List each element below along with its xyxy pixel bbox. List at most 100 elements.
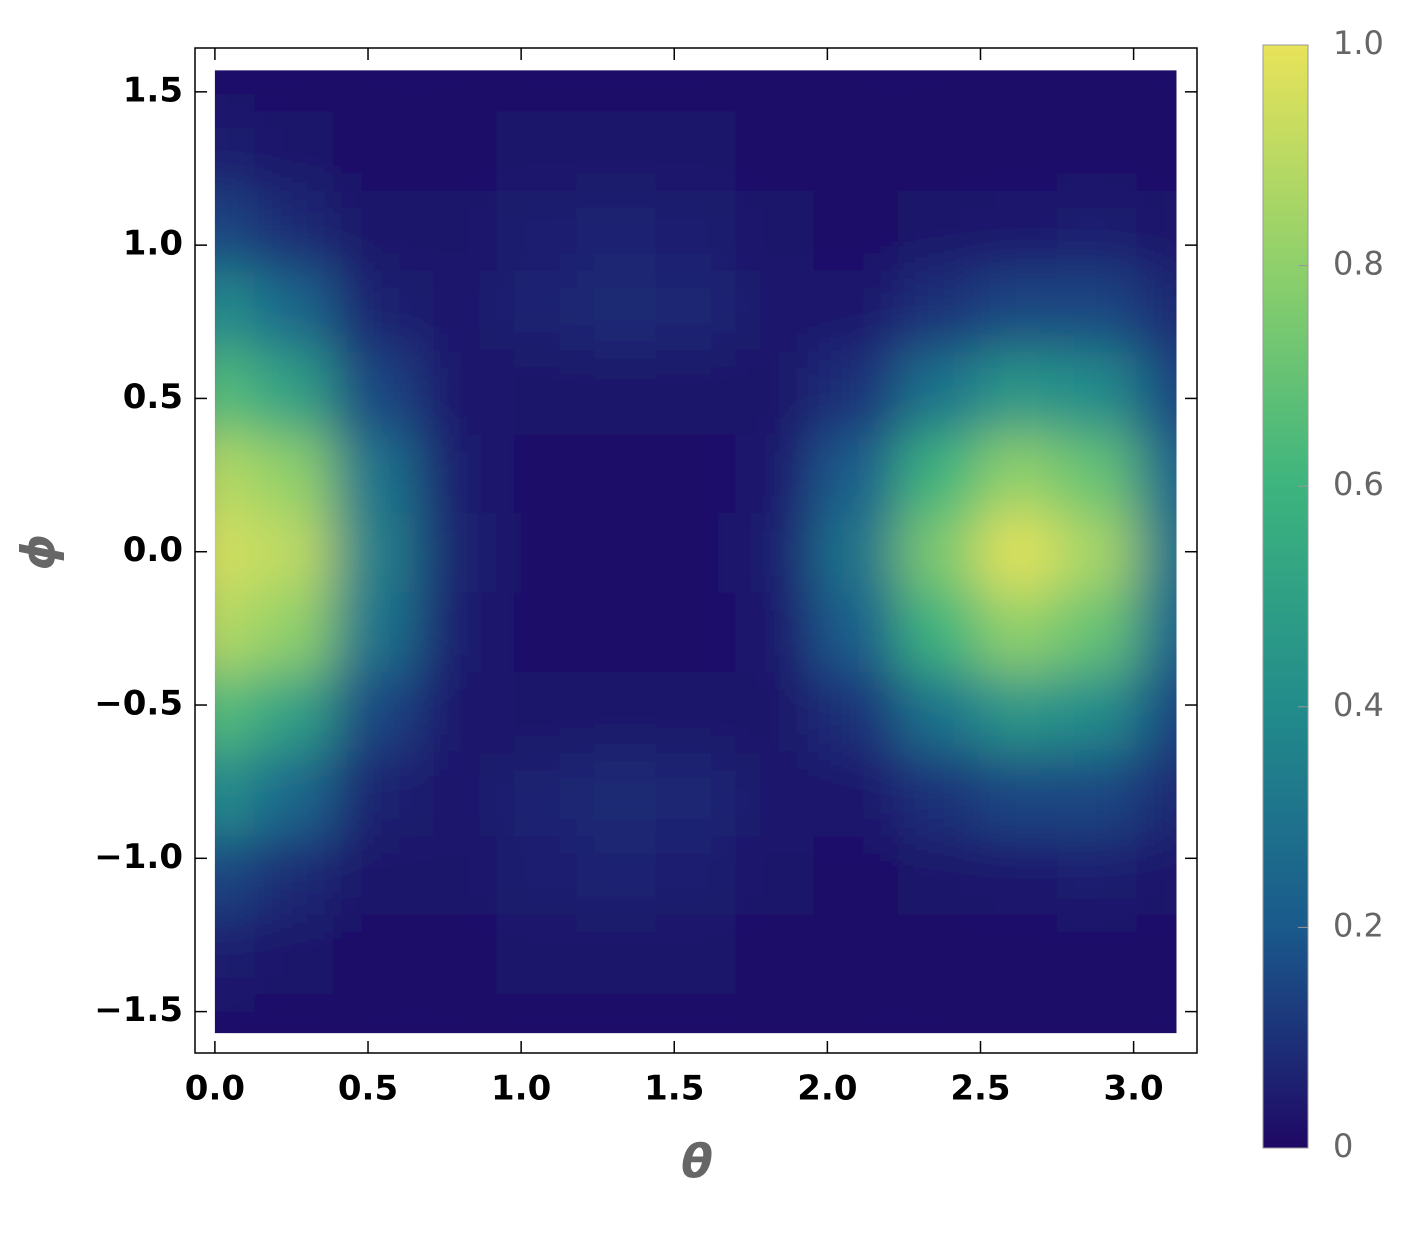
heatmap-cell: [1057, 913, 1138, 995]
heatmap-cell: [332, 110, 417, 191]
heatmap-cell: [496, 189, 578, 271]
heatmap-cell: [735, 913, 817, 995]
heatmap-cell: [576, 269, 657, 351]
heatmap-cell: [254, 70, 336, 112]
heatmap-cell: [735, 269, 817, 351]
heatmap-cell: [977, 432, 1059, 513]
heatmap-cell: [417, 110, 498, 191]
heatmap-cell: [332, 350, 417, 435]
heatmap-cell: [1057, 432, 1138, 513]
x-tick-label: 1.0: [491, 1069, 551, 1109]
heatmap-cell: [1136, 70, 1177, 112]
y-tick-label: 1.0: [123, 224, 183, 264]
heatmap-cell: [254, 189, 336, 271]
heatmap-cell: [813, 432, 898, 513]
x-tick-label: 0.5: [338, 1069, 398, 1109]
heatmap-cell: [1136, 993, 1177, 1034]
y-tick-label: 0.5: [123, 377, 183, 417]
heatmap-cell: [897, 432, 979, 513]
heatmap-cell: [214, 189, 256, 271]
heatmap-cell: [576, 993, 657, 1034]
heatmap-cell: [214, 269, 256, 351]
heatmap-cell: [496, 752, 578, 837]
heatmap-cell: [254, 511, 336, 593]
heatmap-cell: [496, 432, 578, 513]
heatmap-cells: [214, 70, 1177, 1034]
heatmap-cell: [977, 993, 1059, 1034]
heatmap-cell: [332, 671, 417, 753]
heatmap-cell: [417, 70, 498, 112]
heatmap-cell: [735, 189, 817, 271]
heatmap-cell: [496, 70, 578, 112]
heatmap-cell: [417, 432, 498, 513]
heatmap-cell: [1057, 189, 1138, 271]
heatmap-cell: [897, 189, 979, 271]
heatmap-cell: [1057, 752, 1138, 837]
heatmap-cell: [813, 189, 898, 271]
heatmap-cell: [813, 350, 898, 435]
heatmap-cell: [897, 70, 979, 112]
heatmap-cell: [214, 993, 256, 1034]
x-axis-title: θ: [681, 1135, 713, 1189]
colorbar-tick-label: 0.2: [1333, 906, 1384, 944]
heatmap-cell: [332, 913, 417, 995]
heatmap-cell: [214, 350, 256, 435]
heatmap-cell: [1057, 993, 1138, 1034]
heatmap-cell: [1057, 511, 1138, 593]
heatmap-cell: [254, 833, 336, 915]
heatmap-cell: [1136, 432, 1177, 513]
heatmap-cell: [655, 752, 737, 837]
x-tick-label: 0.0: [185, 1069, 245, 1109]
heatmap-cell: [977, 833, 1059, 915]
heatmap-cell: [977, 913, 1059, 995]
heatmap-cell: [813, 752, 898, 837]
heatmap-cell: [735, 70, 817, 112]
heatmap-cell: [1136, 671, 1177, 753]
heatmap-cell: [977, 591, 1059, 673]
heatmap-cell: [496, 110, 578, 191]
heatmap-cell: [813, 591, 898, 673]
plot-frame: [194, 47, 1198, 1054]
heatmap-cell: [417, 833, 498, 915]
heatmap-cell: [332, 993, 417, 1034]
heatmap-cell: [813, 671, 898, 753]
heatmap-cell: [254, 269, 336, 351]
heatmap-cell: [332, 833, 417, 915]
heatmap-cell: [214, 913, 256, 995]
colorbar-tick-label: 1.0: [1333, 24, 1384, 62]
x-tick-label: 2.0: [797, 1069, 857, 1109]
heatmap-cell: [897, 110, 979, 191]
heatmap-cell: [254, 591, 336, 673]
heatmap-cell: [897, 993, 979, 1034]
heatmap-cell: [254, 110, 336, 191]
heatmap-cell: [332, 269, 417, 351]
heatmap-cell: [496, 591, 578, 673]
heatmap-cell: [576, 189, 657, 271]
y-axis-title: ϕ: [12, 534, 66, 571]
heatmap-cell: [332, 511, 417, 593]
heatmap-cell: [417, 913, 498, 995]
heatmap-cell: [735, 511, 817, 593]
heatmap-cell: [735, 591, 817, 673]
x-tick-label: 2.5: [950, 1069, 1010, 1109]
heatmap-cell: [897, 913, 979, 995]
heatmap-cell: [813, 269, 898, 351]
heatmap-cell: [1057, 833, 1138, 915]
heatmap-cell: [214, 511, 256, 593]
heatmap-cell: [332, 189, 417, 271]
heatmap-cell: [735, 833, 817, 915]
y-tick-label: 1.5: [123, 70, 183, 110]
heatmap-cell: [1136, 350, 1177, 435]
heatmap-cell: [655, 432, 737, 513]
heatmap-cell: [735, 671, 817, 753]
heatmap-cell: [655, 350, 737, 435]
colorbar: [1262, 44, 1309, 1149]
heatmap-cell: [1136, 591, 1177, 673]
heatmap-cell: [735, 432, 817, 513]
heatmap-cell: [655, 913, 737, 995]
heatmap-cell: [496, 671, 578, 753]
heatmap-cell: [1057, 591, 1138, 673]
heatmap-cell: [813, 511, 898, 593]
heatmap-cell: [813, 913, 898, 995]
